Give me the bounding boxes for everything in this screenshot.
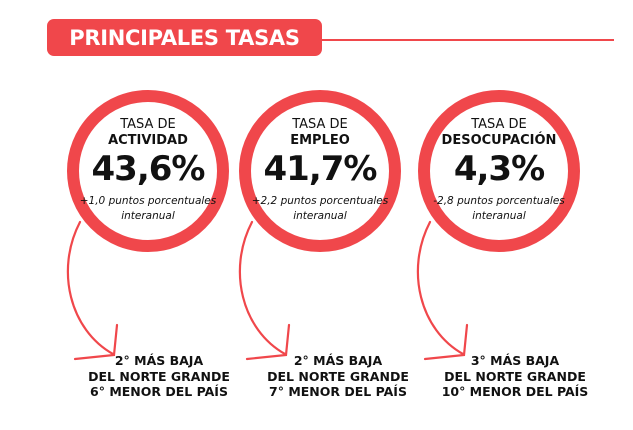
- ranking-line: 6° MENOR DEL PAÍS: [90, 384, 228, 399]
- arrow-head-icon: [423, 323, 469, 361]
- title-divider: [322, 39, 614, 41]
- rate-card-actividad: TASA DE ACTIVIDAD 43,6% +1,0 puntos porce…: [67, 90, 229, 252]
- rate-label: TASA DE: [292, 117, 348, 132]
- ranking-line: 7° MENOR DEL PAÍS: [269, 384, 407, 399]
- arrow-icon: [416, 220, 465, 356]
- ranking-line: 10° MENOR DEL PAÍS: [441, 384, 589, 399]
- ranking-line: DEL NORTE GRANDE: [88, 368, 230, 384]
- arrow-head-icon: [73, 323, 119, 361]
- ranking-line: DEL NORTE GRANDE: [444, 368, 586, 384]
- ranking-actividad: 2° MÁS BAJA DEL NORTE GRANDE 6° MENOR DE…: [64, 353, 254, 400]
- ranking-line: 2° MÁS BAJA: [293, 353, 383, 368]
- ranking-desocupacion: 3° MÁS BAJA DEL NORTE GRANDE 10° MENOR D…: [420, 353, 610, 400]
- ranking-line: DEL NORTE GRANDE: [267, 368, 409, 384]
- section-title: PRINCIPALES TASAS: [47, 19, 322, 56]
- rate-card-desocupacion: TASA DE DESOCUPACIÓN 4,3% -2,8 puntos por…: [418, 90, 580, 252]
- rate-name: ACTIVIDAD: [108, 133, 188, 148]
- rate-name: EMPLEO: [290, 133, 350, 148]
- rate-value: 41,7%: [263, 149, 378, 189]
- rate-card-empleo: TASA DE EMPLEO 41,7% +2,2 puntos porcentu…: [239, 90, 401, 252]
- rate-change: +2,2 puntos porcentuales interanual: [251, 195, 389, 222]
- rate-name: DESOCUPACIÓN: [441, 133, 557, 148]
- rate-value: 4,3%: [453, 149, 545, 189]
- rate-value: 43,6%: [91, 149, 206, 189]
- rate-change: +1,0 puntos porcentuales interanual: [79, 195, 217, 222]
- ranking-line: 3° MÁS BAJA: [470, 353, 560, 368]
- rate-label: TASA DE: [120, 117, 176, 132]
- arrow-icon: [66, 220, 115, 356]
- rate-label: TASA DE: [471, 117, 527, 132]
- rate-change: -2,8 puntos porcentuales interanual: [433, 195, 565, 222]
- arrow-head-icon: [245, 323, 291, 361]
- ranking-line: 2° MÁS BAJA: [114, 353, 204, 368]
- ranking-empleo: 2° MÁS BAJA DEL NORTE GRANDE 7° MENOR DE…: [243, 353, 433, 400]
- arrow-icon: [238, 220, 287, 356]
